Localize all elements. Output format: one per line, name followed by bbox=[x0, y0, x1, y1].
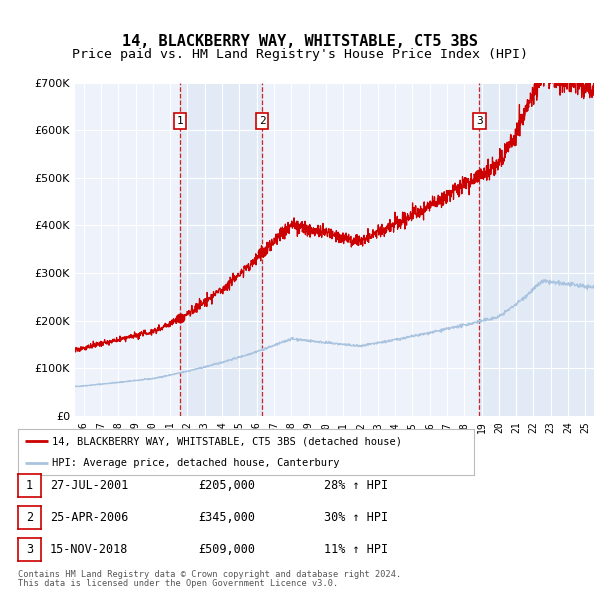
Text: HPI: Average price, detached house, Canterbury: HPI: Average price, detached house, Cant… bbox=[52, 458, 340, 468]
Text: 1: 1 bbox=[26, 479, 33, 492]
Text: 14, BLACKBERRY WAY, WHITSTABLE, CT5 3BS: 14, BLACKBERRY WAY, WHITSTABLE, CT5 3BS bbox=[122, 34, 478, 49]
Bar bbox=[479, 83, 594, 416]
Text: 3: 3 bbox=[26, 543, 33, 556]
Text: 25-APR-2006: 25-APR-2006 bbox=[50, 511, 128, 524]
Text: Price paid vs. HM Land Registry's House Price Index (HPI): Price paid vs. HM Land Registry's House … bbox=[72, 48, 528, 61]
Text: 3: 3 bbox=[476, 116, 483, 126]
Bar bbox=[180, 83, 262, 416]
Text: 28% ↑ HPI: 28% ↑ HPI bbox=[324, 479, 388, 492]
Text: 30% ↑ HPI: 30% ↑ HPI bbox=[324, 511, 388, 524]
Text: 1: 1 bbox=[176, 116, 184, 126]
Text: 2: 2 bbox=[259, 116, 266, 126]
Text: Contains HM Land Registry data © Crown copyright and database right 2024.: Contains HM Land Registry data © Crown c… bbox=[18, 570, 401, 579]
Text: £205,000: £205,000 bbox=[198, 479, 255, 492]
Text: 15-NOV-2018: 15-NOV-2018 bbox=[50, 543, 128, 556]
Text: 2: 2 bbox=[26, 511, 33, 524]
Text: 27-JUL-2001: 27-JUL-2001 bbox=[50, 479, 128, 492]
Text: 14, BLACKBERRY WAY, WHITSTABLE, CT5 3BS (detached house): 14, BLACKBERRY WAY, WHITSTABLE, CT5 3BS … bbox=[52, 437, 402, 447]
Text: 11% ↑ HPI: 11% ↑ HPI bbox=[324, 543, 388, 556]
Text: £345,000: £345,000 bbox=[198, 511, 255, 524]
Text: £509,000: £509,000 bbox=[198, 543, 255, 556]
Text: This data is licensed under the Open Government Licence v3.0.: This data is licensed under the Open Gov… bbox=[18, 579, 338, 588]
